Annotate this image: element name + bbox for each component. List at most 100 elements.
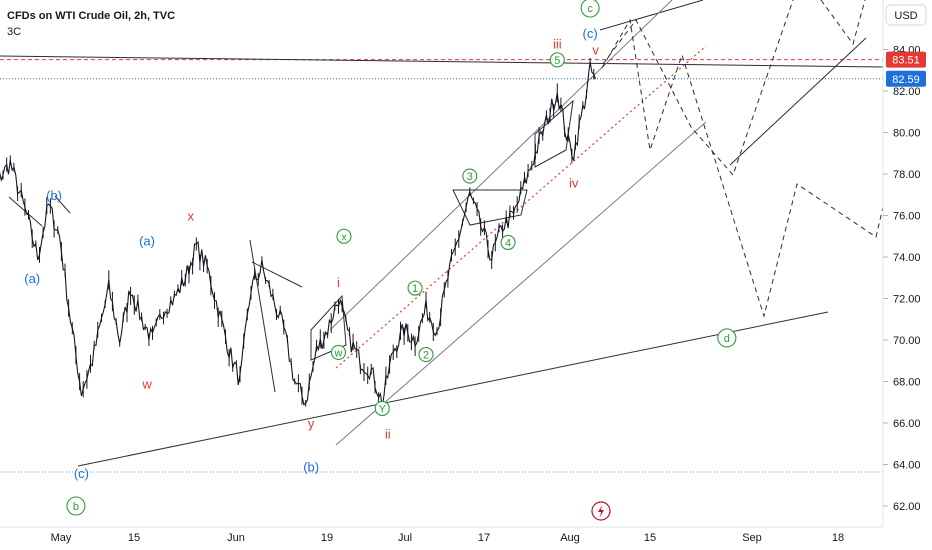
long-support-trendline: [77, 311, 829, 467]
wave-label: 4: [500, 234, 516, 251]
wave-label: (b): [303, 460, 319, 475]
projection-path-alt: [602, 0, 794, 176]
flash-event-marker[interactable]: [591, 501, 611, 521]
wave-label-text: 3: [467, 171, 473, 183]
wave-label-text: ii: [385, 426, 391, 441]
wave-label-text: b: [73, 501, 79, 513]
wave-label-text: (c): [583, 26, 598, 41]
y-tick-label: 66.00: [893, 418, 921, 430]
wave-label-text: Y: [379, 403, 387, 415]
wave-label: i: [337, 275, 340, 290]
wave-label: b: [66, 496, 86, 516]
price-tag-bg: [886, 51, 926, 68]
wave-label: w: [141, 377, 152, 392]
x-tick-label: Aug: [560, 532, 580, 544]
price-line: [0, 61, 597, 408]
wave-label: 3: [462, 168, 478, 184]
wave-label: y: [308, 416, 315, 431]
wave-label-text: x: [341, 231, 347, 243]
wave-label: x: [336, 228, 352, 244]
chart-title: CFDs on WTI Crude Oil, 2h, TVC: [7, 10, 175, 22]
price-tag: 82.59: [886, 70, 926, 87]
wave-label-text: iv: [569, 175, 579, 190]
wave-label: (c): [583, 26, 598, 41]
y-tick-label: 70.00: [893, 335, 921, 347]
wave-label-text: (b): [46, 188, 62, 203]
currency-button[interactable]: USD: [885, 4, 927, 26]
wave-label-ring: [330, 344, 347, 361]
wedge-line-d: [249, 239, 276, 393]
wave-label-text: (a): [24, 271, 40, 286]
x-tick-label: Sep: [742, 532, 762, 544]
wave-label-text: w: [141, 377, 152, 392]
y-tick-label: 74.00: [893, 252, 921, 264]
wave-label-text: w: [334, 347, 343, 359]
price-tag-value: 83.51: [892, 55, 920, 67]
wave-label-ring: [549, 52, 565, 68]
currency-label[interactable]: USD: [894, 10, 917, 22]
wave-label: c: [580, 0, 600, 18]
y-tick-label: 72.00: [893, 294, 921, 306]
wave-labels-layer: (b) (a) (a) x w (c) b y (b) i x w Yii 1 2 3 4 5 iii iv (c) v c…: [24, 0, 737, 516]
channel-upper-line: [329, 0, 673, 331]
wave-label: v: [592, 43, 599, 58]
wave-label-text: 1: [412, 283, 418, 295]
wave-label-ring: [500, 234, 516, 251]
wave-label-text: d: [724, 333, 730, 345]
wave-label-text: 5: [554, 55, 560, 67]
wave-label: (c): [74, 466, 89, 481]
start-box: [310, 294, 347, 361]
wave-label: (b): [46, 188, 62, 203]
price-tag: 83.51: [886, 51, 926, 68]
y-tick-label: 62.00: [893, 501, 921, 513]
wave-label: x: [188, 209, 195, 224]
y-tick-label: 78.00: [893, 169, 921, 181]
wave-label-text: x: [188, 209, 195, 224]
projection-path-top: [820, 0, 866, 46]
projection-upper-line: [729, 37, 867, 166]
wave-label-ring: [66, 496, 86, 516]
wave-label: (a): [24, 271, 40, 286]
y-tick-label: 76.00: [893, 211, 921, 223]
wave-label-ring: [336, 228, 352, 244]
wave-label-text: (b): [303, 460, 319, 475]
wave-label-ring: [418, 346, 434, 363]
time-axis[interactable]: May 15 Jun 19 Jul 17 Aug 15 Sep 18: [51, 532, 845, 544]
wedge-line-c: [251, 261, 303, 288]
lightning-icon: [598, 505, 604, 518]
projection-path-main: [601, 18, 884, 318]
trend-lines-layer: [0, 0, 884, 473]
wave-label-text: i: [337, 275, 340, 290]
wave-label-ring: [580, 0, 600, 18]
y-tick-label: 64.00: [893, 460, 921, 472]
wave-label-text: 4: [505, 237, 511, 249]
wave-label-text: 2: [423, 350, 429, 362]
wave-label-text: y: [308, 416, 315, 431]
wave-label: iv: [569, 175, 579, 190]
indicator-label: 3C: [7, 26, 21, 38]
wave-label: (a): [139, 233, 155, 248]
x-tick-label: Jul: [398, 532, 412, 544]
x-tick-label: 19: [321, 532, 333, 544]
wave-label: Y: [374, 400, 390, 417]
wedge-line-b: [54, 195, 71, 214]
wave-label-text: c: [587, 3, 593, 15]
top-channel-line: [599, 0, 704, 31]
wave-label-ring: [717, 328, 737, 348]
x-tick-label: Jun: [227, 532, 245, 544]
price-tag-value: 82.59: [892, 74, 920, 86]
price-axis[interactable]: 62.00 64.00 66.00 68.00 70.00 72.00 74.00 76.00…: [883, 45, 926, 514]
wave-label: 2: [418, 346, 434, 363]
wave-label-ring: [407, 280, 423, 296]
x-tick-label: 15: [128, 532, 140, 544]
x-tick-label: 15: [644, 532, 656, 544]
y-tick-label: 80.00: [893, 128, 921, 140]
currency-button-frame[interactable]: [885, 4, 927, 26]
price-tag-bg: [886, 70, 926, 87]
price-series-layer: [0, 57, 597, 412]
wave-label: 1: [407, 280, 423, 296]
wave-label-ring: [374, 400, 390, 417]
